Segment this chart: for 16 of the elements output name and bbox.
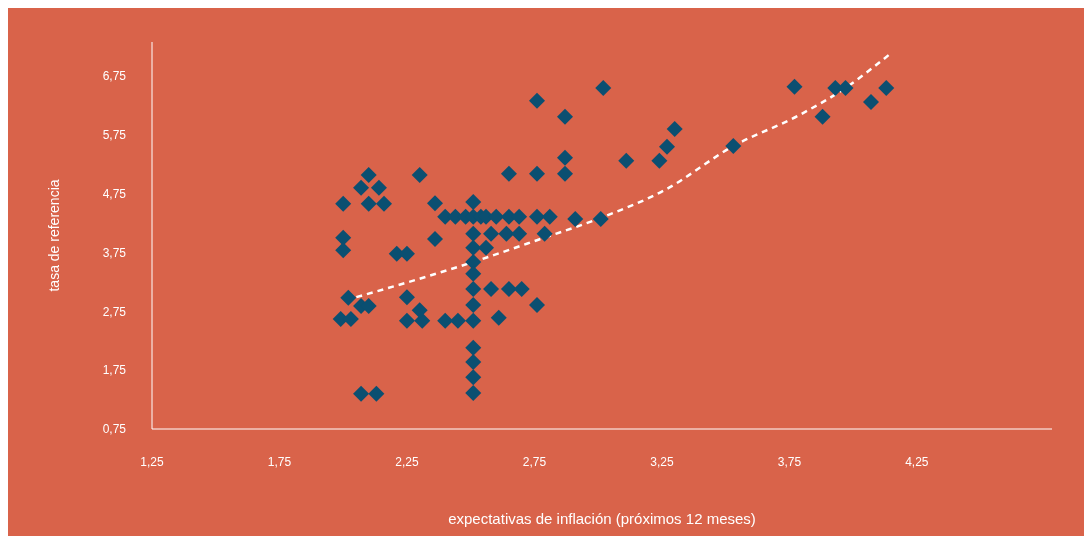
x-tick-label: 2,25 <box>395 454 419 469</box>
x-tick-label: 3,75 <box>777 454 802 469</box>
y-tick-label: 2,75 <box>102 304 127 319</box>
y-tick-label: 5,75 <box>102 128 127 143</box>
y-tick-label: 6,75 <box>102 69 127 84</box>
y-tick-label: 3,75 <box>102 245 127 260</box>
y-tick-label: 4,75 <box>102 187 127 201</box>
x-tick-label: 3,25 <box>650 454 674 469</box>
y-axis-title: tasa de referencia <box>45 179 62 292</box>
y-tick-label: 1,75 <box>102 363 127 378</box>
x-tick-label: 2,75 <box>522 454 547 469</box>
x-tick-label: 1,75 <box>267 454 292 469</box>
y-tick-label: 0,75 <box>102 422 127 437</box>
x-tick-label: 1,25 <box>140 454 164 469</box>
x-tick-label: 4,25 <box>905 454 929 469</box>
x-axis-title: expectativas de inflación (próximos 12 meses) <box>448 510 756 527</box>
